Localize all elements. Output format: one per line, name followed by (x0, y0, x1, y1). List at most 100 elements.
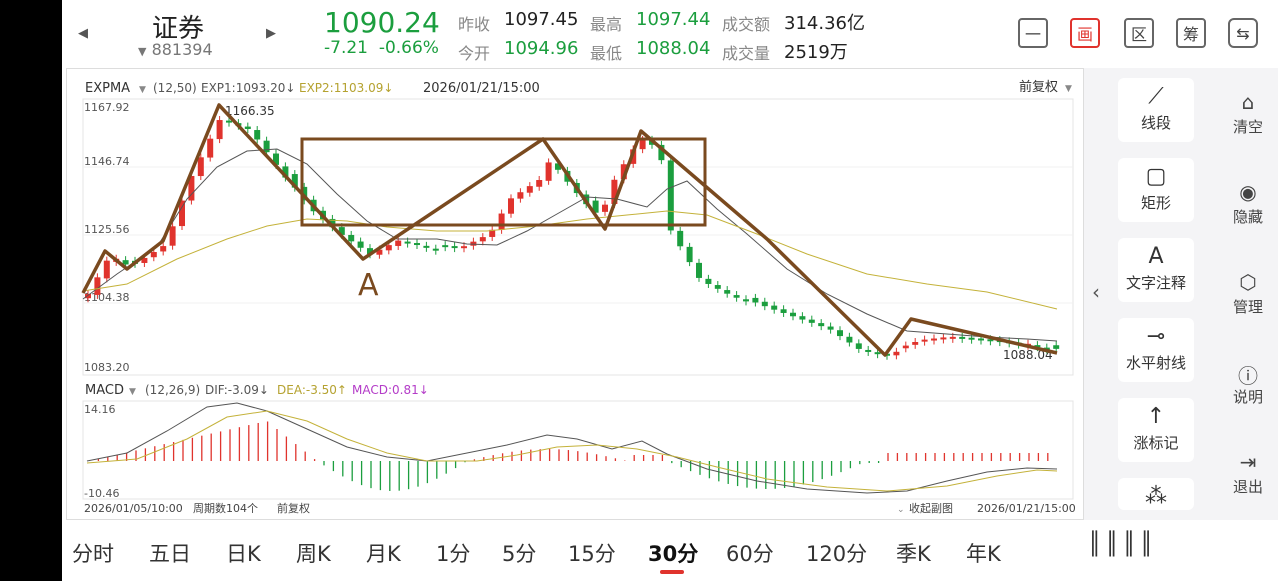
side-label: 说明 (1232, 388, 1263, 406)
tab-wuri[interactable]: 五日 (149, 542, 191, 566)
last-price: 1090.24 (324, 6, 440, 39)
side-label: 退出 (1232, 478, 1263, 496)
tool-label: 文字注释 (1125, 274, 1186, 292)
kline-chart[interactable]: EXPMA ▼ (12,50) EXP1:1093.20↓ EXP2:1103.… (66, 68, 1084, 520)
tool-horizontal-ray[interactable]: ⊸ 水平射线 (1118, 318, 1194, 382)
clear-icon: ⌂ (1241, 90, 1255, 114)
quote-header: ◀ ▶ 证券 ▼ 881394 1090.24 -7.21 -0.66% 昨收 … (62, 0, 1278, 68)
device-switch-button[interactable]: ⇆ (1228, 18, 1258, 48)
indicator-dropdown-icon[interactable]: ▼ (139, 85, 146, 95)
tab-1min[interactable]: 1分 (436, 542, 471, 566)
tab-15min[interactable]: 15分 (568, 542, 616, 566)
prev-close-label: 昨收 (458, 15, 491, 34)
tab-5min[interactable]: 5分 (502, 542, 537, 566)
macd-indicator-name[interactable]: MACD (85, 383, 124, 398)
candle (244, 126, 251, 129)
tab-week-k[interactable]: 周K (296, 542, 331, 566)
stock-code-dropdown[interactable]: ▼ 881394 (138, 40, 213, 59)
volume-label: 成交量 (722, 44, 771, 63)
candle (263, 140, 270, 153)
pattern-icon: ⁂ (1145, 484, 1167, 509)
manage-button[interactable]: ⬡ 管理 (1224, 270, 1272, 317)
tab-year-k[interactable]: 年K (966, 542, 1001, 566)
tab-60min[interactable]: 60分 (726, 542, 774, 566)
tab-120min[interactable]: 120分 (806, 542, 868, 566)
candle (357, 241, 364, 248)
prev-close-value: 1097.45 (504, 9, 579, 30)
prev-stock-arrow-icon[interactable]: ◀ (78, 26, 88, 41)
candle (461, 246, 467, 249)
candle (329, 218, 336, 228)
minus-button[interactable]: 一 (1018, 18, 1048, 48)
tab-day-k[interactable]: 日K (226, 542, 261, 566)
tool-rectangle[interactable]: ▢ 矩形 (1118, 158, 1194, 222)
adjust-dropdown-icon[interactable]: ▼ (1065, 84, 1072, 94)
candle (508, 198, 514, 214)
candle (902, 345, 909, 349)
candle (714, 285, 721, 289)
chips-icon: 筹 (1182, 25, 1199, 44)
draw-icon: 画 (1076, 25, 1093, 44)
end-date: 2026/01/21/15:00 (977, 502, 1076, 515)
exit-icon: ⇥ (1239, 450, 1257, 474)
text-annotation[interactable]: A (358, 268, 379, 303)
candle (348, 234, 355, 242)
collapse-icon[interactable]: ⌄ (897, 505, 905, 515)
manage-icon: ⬡ (1239, 270, 1257, 294)
help-button[interactable]: ⓘ 说明 (1224, 360, 1272, 407)
more-tabs-fade[interactable]: ║║║║ (1088, 532, 1268, 568)
chart-canvas: EXPMA ▼ (12,50) EXP1:1093.20↓ EXP2:1103.… (81, 79, 1076, 515)
clear-button[interactable]: ⌂ 清空 (1224, 90, 1272, 137)
next-stock-arrow-icon[interactable]: ▶ (266, 26, 276, 41)
price-tick: 1083.20 (84, 361, 130, 374)
adjust-selector[interactable]: 前复权 (1019, 79, 1058, 95)
macd-top-tick: 14.16 (84, 403, 116, 416)
tab-season-k[interactable]: 季K (896, 542, 931, 566)
candle (846, 336, 853, 343)
tool-more[interactable]: ⁂ (1118, 478, 1194, 510)
interval-icon: 区 (1130, 25, 1147, 44)
candle (489, 229, 496, 237)
turnover-label: 成交额 (722, 15, 771, 34)
tab-month-k[interactable]: 月K (366, 542, 401, 566)
candle (658, 144, 665, 161)
tool-line-segment[interactable]: ⟋ 线段 (1118, 78, 1194, 142)
exit-button[interactable]: ⇥ 退出 (1224, 450, 1272, 497)
candle (592, 200, 599, 213)
candle (94, 277, 101, 295)
rectangle-drawing[interactable] (300, 137, 707, 227)
exp2-value: EXP2:1103.09↓ (299, 81, 393, 95)
candle (771, 305, 778, 310)
collapse-subchart-button[interactable]: 收起副图 (909, 501, 953, 515)
candle (978, 338, 984, 341)
draw-button[interactable]: 画 (1070, 18, 1100, 48)
last-price-marker: 1088.04 (1003, 348, 1053, 362)
candle (291, 174, 298, 188)
tool-label: 线段 (1140, 114, 1171, 132)
candle (987, 339, 994, 342)
trend-drawing[interactable] (81, 103, 1058, 357)
candle (150, 252, 157, 258)
candle (733, 295, 740, 298)
tool-text-annotation[interactable]: A 文字注释 (1118, 238, 1194, 302)
start-date: 2026/01/05/10:00 (84, 502, 183, 515)
change-value: -7.21 (324, 38, 368, 58)
bottom-adjust: 前复权 (277, 501, 310, 515)
candle (395, 240, 402, 246)
candle (865, 349, 872, 352)
stock-name: 证券 (152, 14, 205, 44)
collapse-panel-chevron-icon[interactable]: ‹ (1092, 280, 1100, 304)
candle (780, 309, 787, 313)
macd-dropdown-icon[interactable]: ▼ (129, 387, 136, 397)
stock-code: 881394 (151, 40, 213, 59)
candle (1034, 345, 1041, 348)
candle (1053, 345, 1060, 349)
tab-30min[interactable]: 30分 (648, 542, 699, 566)
interval-button[interactable]: 区 (1124, 18, 1154, 48)
indicator-name[interactable]: EXPMA (85, 81, 130, 96)
hide-button[interactable]: ◉ 隐藏 (1224, 180, 1272, 227)
chips-button[interactable]: 筹 (1176, 18, 1206, 48)
tool-rise-marker[interactable]: ↑ 涨标记 (1118, 398, 1194, 462)
candle (893, 351, 900, 356)
tab-fenshi[interactable]: 分时 (72, 542, 114, 566)
